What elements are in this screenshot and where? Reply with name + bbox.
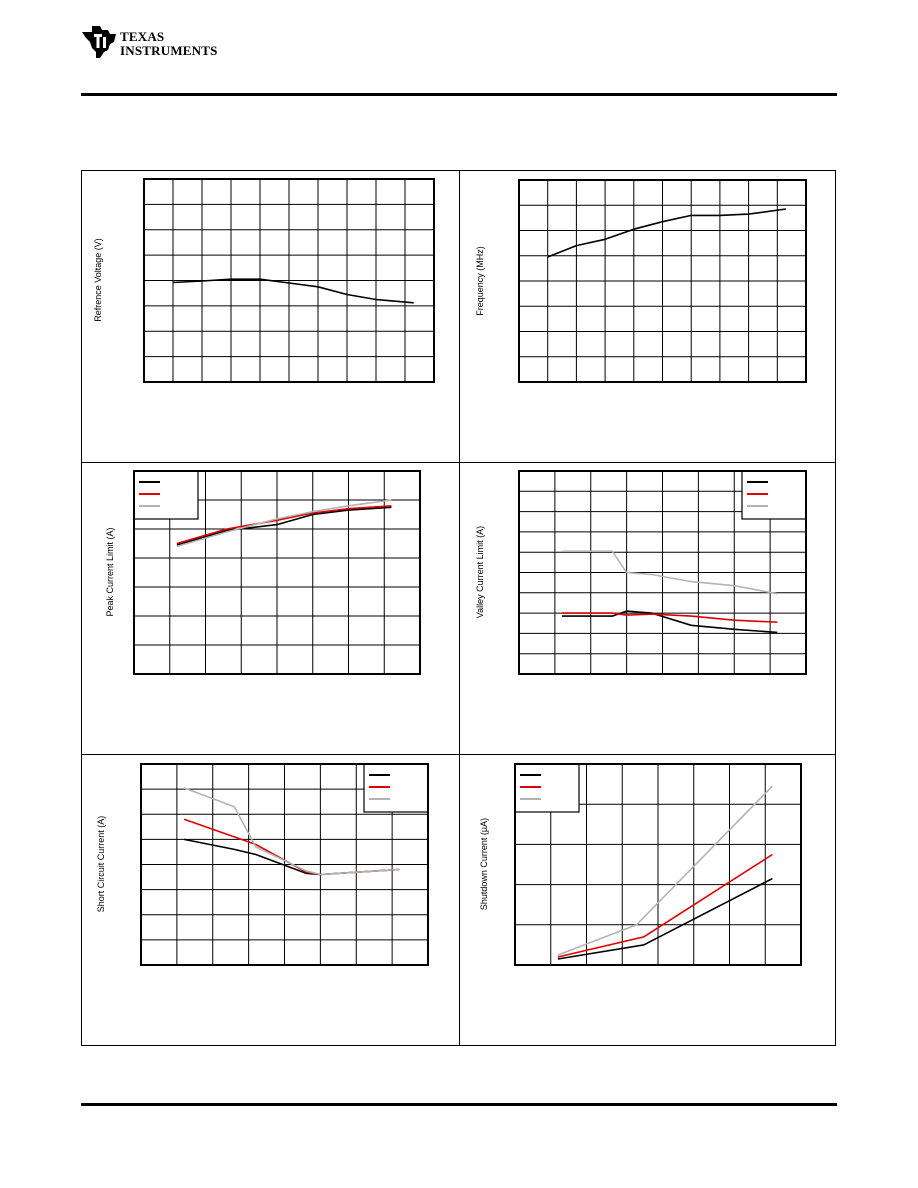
y-axis-label: Valley Current Limit (A) [475,526,485,618]
y-axis-label: Peak Current Limit (A) [105,527,115,616]
series-line-2 [557,853,773,958]
y-axis-label: Short Circuit Current (A) [96,816,106,913]
series-line-1 [176,506,392,546]
series-line-2 [562,612,778,623]
row-divider-2 [82,754,835,755]
y-axis-label: Frequency (MHz) [475,246,485,316]
ti-logo: TEXAS INSTRUMENTS [80,24,230,60]
header-rule [81,93,837,96]
y-axis-label: Shutdown Current (µA) [479,818,489,910]
y-axis-label: Refrence Voltage (V) [93,238,103,322]
plot-frame [518,470,807,675]
series-line-3 [562,550,778,595]
series-line-1 [562,610,778,634]
plot-frame [514,763,802,966]
plot-frame [518,179,807,383]
series-line-3 [557,785,773,956]
ti-logo-wordmark: TEXAS INSTRUMENTS [120,30,218,58]
charts-frame [81,170,836,1046]
series-line-3 [176,499,392,548]
logo-line-2: INSTRUMENTS [120,43,218,58]
plot-frame [133,470,421,675]
row-divider-1 [82,462,835,463]
logo-line-1: TEXAS [120,29,165,44]
series-line-3 [183,787,400,876]
series-line-2 [176,505,392,545]
series-line-1 [557,877,773,960]
column-divider [459,171,460,1045]
plot-frame [143,178,435,383]
series-line-1 [547,208,787,258]
series-line-1 [172,278,414,304]
plot-frame [140,763,429,966]
ti-logo-icon [82,26,116,58]
footer-rule [81,1103,837,1106]
